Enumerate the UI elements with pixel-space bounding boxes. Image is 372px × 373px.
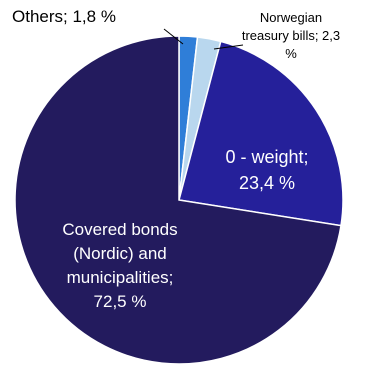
slice-label-2: Norwegian treasury bills; 2,3% (242, 10, 340, 61)
slice-label-4: Covered bonds (Nordic) and municipalities;… (62, 220, 177, 311)
slice-label-line: (Nordic) and (73, 244, 167, 263)
leader-line-1 (163, 28, 184, 45)
slice-label-line: Others; 1,8 % (12, 7, 116, 26)
leader-line-2 (213, 44, 244, 50)
slice-label-line: 72,5 % (94, 292, 147, 311)
slice-label-1: Others; 1,8 % (12, 7, 116, 26)
slice-label-line: treasury bills; 2,3 (242, 28, 340, 43)
slice-label-line: municipalities; (67, 268, 174, 287)
slice-label-line: % (285, 46, 297, 61)
slice-label-line: Covered bonds (62, 220, 177, 239)
slice-label-line: 0 - weight; (225, 147, 308, 167)
slice-label-line: Norwegian (260, 10, 322, 25)
pie-slice-3 (178, 40, 344, 227)
slice-label-3: 0 - weight; 23,4 % (225, 147, 308, 193)
slice-label-line: 23,4 % (239, 173, 295, 193)
pie-slice-4 (14, 35, 342, 365)
